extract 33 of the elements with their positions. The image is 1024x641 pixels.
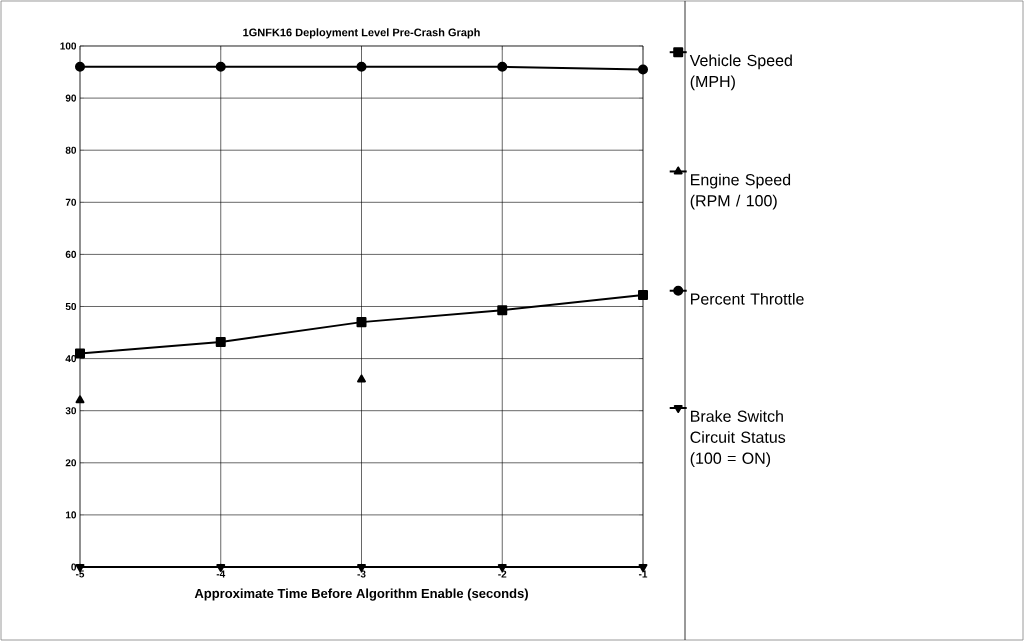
y-tick-label: 10 [65, 511, 77, 519]
point [638, 64, 648, 75]
y-tick-label: 40 [65, 355, 77, 363]
legend-label: Engine Speed (RPM / 100) [690, 173, 791, 210]
point [497, 305, 508, 316]
point [638, 290, 648, 301]
y-tick-label: 0 [71, 563, 77, 571]
legend-label: Brake Switch Circuit Status (100 = ON) [690, 410, 786, 468]
y-tick-label: 50 [65, 302, 77, 311]
point [356, 61, 367, 72]
x-axis-title: Approximate Time Before Algorithm Enable (seconds) [194, 588, 528, 601]
legend-label: Percent Throttle [691, 292, 804, 305]
point [357, 374, 366, 383]
y-tick-label: 20 [65, 459, 77, 467]
point [215, 336, 226, 347]
x-tick-label: -1 [638, 570, 648, 578]
point [75, 348, 85, 359]
x-tick-label: -4 [216, 570, 226, 578]
x-tick-label: -2 [498, 570, 507, 578]
y-tick-label: 90 [65, 94, 77, 102]
y-tick-label: 30 [65, 407, 77, 415]
point [497, 61, 508, 72]
y-tick-label: 60 [65, 250, 77, 258]
point [75, 61, 85, 72]
y-tick-label: 80 [65, 146, 77, 154]
y-tick-label: 100 [60, 42, 77, 50]
legend-label: Vehicle Speed (MPH) [689, 54, 792, 91]
x-tick-label: -3 [357, 570, 366, 578]
point [215, 61, 226, 72]
point [356, 317, 367, 328]
chart-title: 1GNFK16 Deployment Level Pre-Crash Graph [243, 28, 480, 39]
point [75, 395, 85, 404]
y-tick-label: 70 [65, 198, 77, 206]
